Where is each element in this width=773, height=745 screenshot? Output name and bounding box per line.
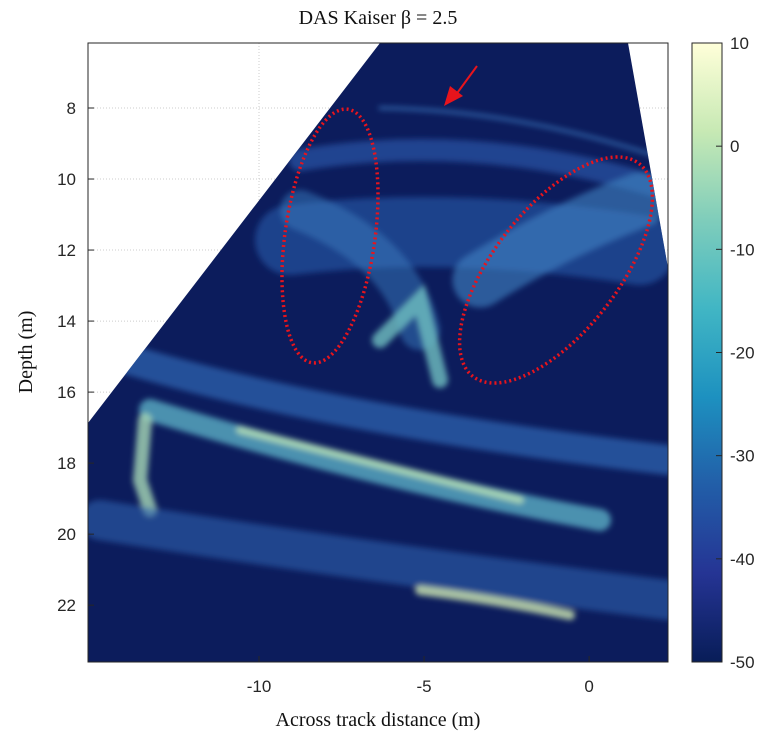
colorbar-tick-label: -50: [730, 653, 755, 672]
y-tick-label: 22: [57, 596, 76, 615]
x-tick-label: -10: [247, 677, 272, 696]
y-tick-label: 12: [57, 241, 76, 260]
colorbar-tick-label: -10: [730, 240, 755, 259]
y-tick-label: 18: [57, 454, 76, 473]
x-tick-label: -5: [416, 677, 431, 696]
y-tick-label: 14: [57, 312, 76, 331]
annotation-ellipse: [457, 155, 655, 385]
colorbar-tick-label: 10: [730, 34, 749, 53]
x-tick-label: 0: [584, 677, 593, 696]
y-tick-label: 16: [57, 383, 76, 402]
colorbar-tick-label: -40: [730, 550, 755, 569]
colorbar-tick-label: 0: [730, 137, 739, 156]
y-tick-label: 20: [57, 525, 76, 544]
y-tick-label: 10: [57, 170, 76, 189]
x-axis-label: Across track distance (m): [276, 709, 481, 731]
y-axis-label: Depth (m): [15, 311, 37, 394]
colorbar-tick-label: -20: [730, 344, 755, 363]
colorbar-tick-label: -30: [730, 447, 755, 466]
sonar-image: [88, 43, 668, 662]
annotation-ellipse: [280, 107, 380, 365]
annotation-arrowhead: [444, 86, 463, 106]
axes-box: [87, 42, 669, 663]
annotation-arrow: [454, 65, 478, 97]
chart-title: DAS Kaiser β = 2.5: [299, 7, 458, 29]
y-tick-label: 8: [67, 99, 76, 118]
